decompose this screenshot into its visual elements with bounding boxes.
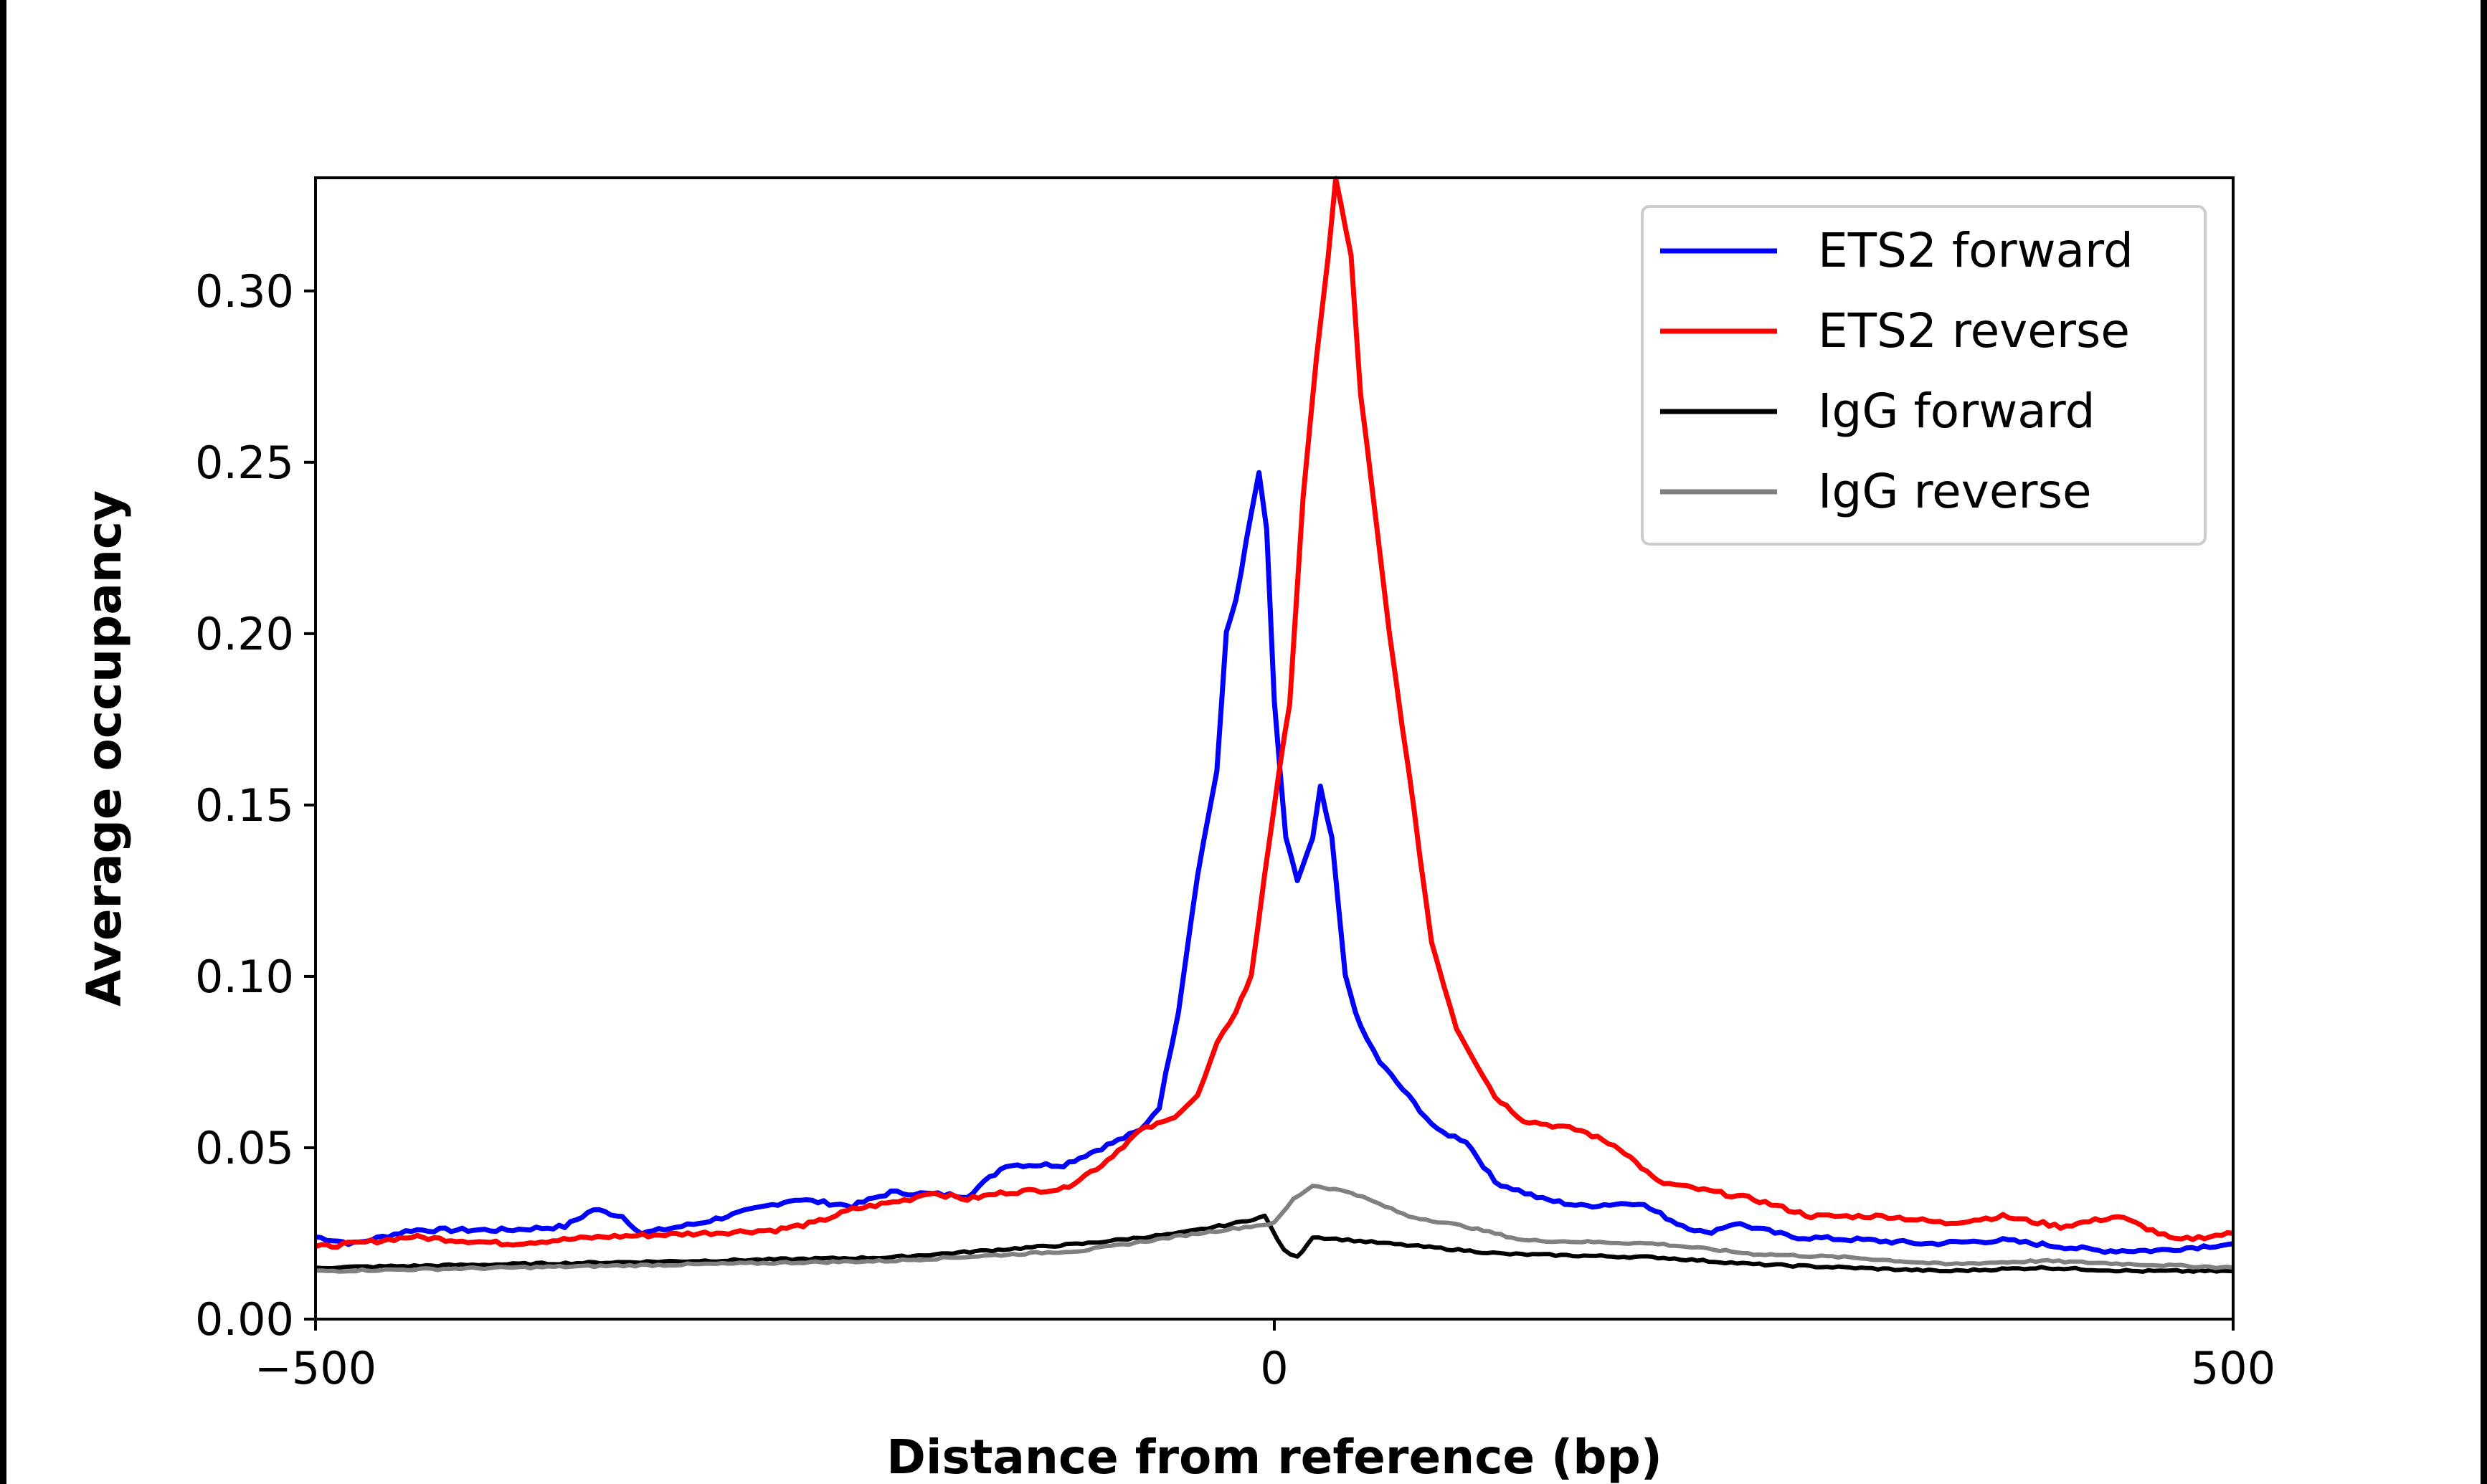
y-tick-label: 0.15 [195,779,294,832]
y-axis-label: Average occupancy [77,490,132,1007]
series-line-igg-reverse [315,1184,2234,1274]
x-axis-ticks: −500 0 500 [255,1319,2275,1394]
x-tick-label: 0 [1260,1342,1288,1394]
x-tick-label: −500 [255,1342,376,1394]
y-tick-label: 0.05 [195,1122,294,1174]
series-line-ets2-reverse [314,176,2234,1250]
left-border [0,0,6,1484]
series-line-ets2-forward [315,470,2234,1255]
legend: ETS2 forward ETS2 reverse IgG forward IgG r… [1641,205,2207,546]
legend-label: ETS2 forward [1818,223,2133,278]
legend-label: IgG reverse [1818,464,2092,519]
legend-label: IgG forward [1818,384,2095,439]
legend-label: ETS2 reverse [1818,303,2130,358]
y-tick-label: 0.00 [195,1293,294,1346]
y-axis-ticks: 0.00 0.05 0.10 0.15 0.20 0.25 0.30 [195,265,316,1346]
y-tick-label: 0.30 [195,265,294,318]
y-tick-label: 0.25 [195,437,294,489]
y-tick-label: 0.10 [195,951,294,1003]
legend-box [1641,205,2207,546]
right-border [2481,0,2487,1484]
series-lines [314,176,2234,1274]
x-axis-label: Distance from reference (bp) [886,1430,1662,1484]
y-tick-label: 0.20 [195,608,294,660]
x-tick-label: 500 [2191,1342,2275,1394]
